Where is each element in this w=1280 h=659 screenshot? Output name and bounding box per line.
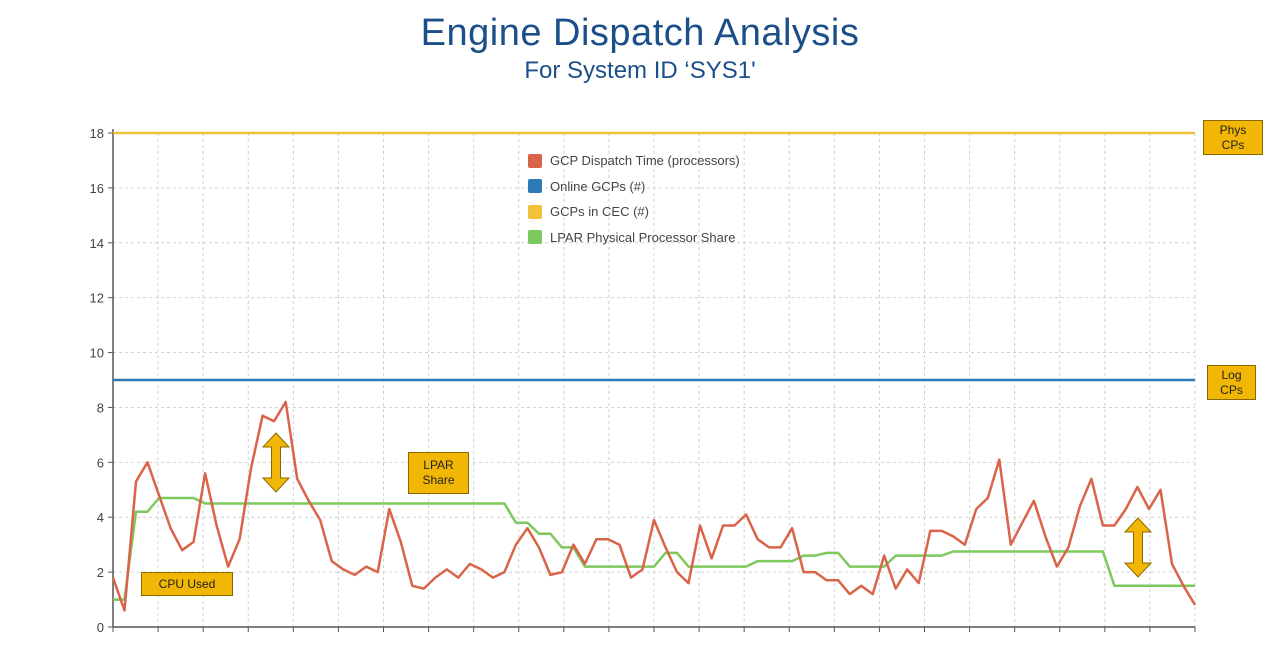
chart-subtitle: For System ID ‘SYS1' [524,57,756,84]
y-tick-label: 0 [97,620,104,635]
phys-cps-callout: Phys CPs [1203,120,1263,155]
legend: GCP Dispatch Time (processors) Online GCP… [528,148,740,250]
legend-item: GCP Dispatch Time (processors) [528,148,740,174]
y-tick-label: 18 [90,126,104,141]
double-arrow-icon [1123,517,1153,578]
log-cps-callout: Log CPs [1207,365,1256,400]
series-line-0 [111,400,1197,612]
cpu-used-callout: CPU Used [141,572,233,596]
cpu-used-label: CPU Used [158,576,216,591]
y-tick-label: 4 [97,510,104,525]
legend-label: GCPs in CEC (#) [550,204,649,220]
y-tick-label: 8 [97,400,104,415]
legend-item: LPAR Physical Processor Share [528,225,740,251]
annotation-arrows [261,432,1153,578]
phys-cps-label: Phys CPs [1219,122,1247,152]
legend-swatch [528,179,542,194]
legend-swatch [528,204,542,219]
lpar-share-callout: LPAR Share [408,452,469,494]
chart-title: Engine Dispatch Analysis [420,12,860,54]
series [111,131,1197,612]
legend-label: LPAR Physical Processor Share [550,229,736,245]
legend-swatch [528,153,542,168]
y-tick-label: 16 [90,181,104,196]
log-cps-label: Log CPs [1220,367,1243,397]
lpar-share-label: LPAR Share [422,458,455,487]
y-tick-label: 10 [90,346,104,361]
double-arrow-icon [261,432,291,493]
y-tick-label: 14 [90,236,104,251]
axes: 0 2 4 6 8 10 12 14 16 18 [90,126,1196,635]
series-line-3 [113,496,1195,601]
legend-item: Online GCPs (#) [528,174,740,200]
legend-label: GCP Dispatch Time (processors) [550,153,740,169]
legend-label: Online GCPs (#) [550,178,646,194]
y-tick-label: 6 [97,455,104,470]
legend-swatch [528,230,542,245]
legend-item: GCPs in CEC (#) [528,199,740,225]
y-tick-label: 12 [90,291,104,306]
y-tick-label: 2 [97,565,104,580]
